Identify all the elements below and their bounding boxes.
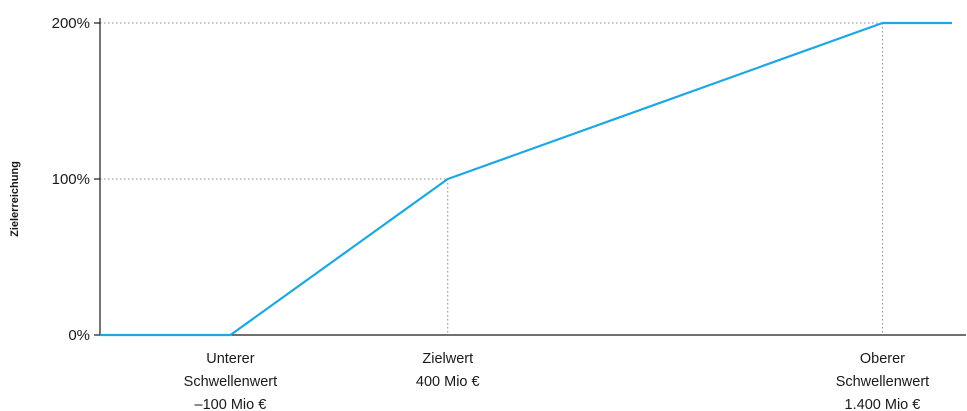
x-annotation-line: 400 Mio € <box>416 374 480 390</box>
y-tick-label: 200% <box>52 15 90 32</box>
x-annotation-line: Schwellenwert <box>836 374 930 390</box>
y-axis-title: Zielerreichung <box>9 161 21 237</box>
series-line-0 <box>100 21 952 337</box>
x-annotation-line: Schwellenwert <box>184 374 278 390</box>
x-annotation-line: Zielwert <box>422 351 473 367</box>
y-tick-labels: 0% 100% 200% <box>52 15 100 344</box>
x-annotation-line: –100 Mio € <box>195 397 267 411</box>
x-annotation-line: Oberer <box>860 351 905 367</box>
guide-lines <box>100 22 883 335</box>
x-annotations: Unterer Schwellenwert –100 Mio € Zielwert 40… <box>184 351 930 411</box>
y-tick-label: 0% <box>68 327 90 344</box>
x-annotation-1: Zielwert 400 Mio € <box>416 351 480 390</box>
axes <box>99 18 966 336</box>
x-annotation-line: 1.400 Mio € <box>845 397 921 411</box>
series-layer <box>100 21 952 337</box>
x-annotation-line: Unterer <box>206 351 255 367</box>
y-tick-label: 100% <box>52 171 90 188</box>
x-annotation-2: Oberer Schwellenwert 1.400 Mio € <box>836 351 930 411</box>
x-annotation-0: Unterer Schwellenwert –100 Mio € <box>184 351 278 411</box>
